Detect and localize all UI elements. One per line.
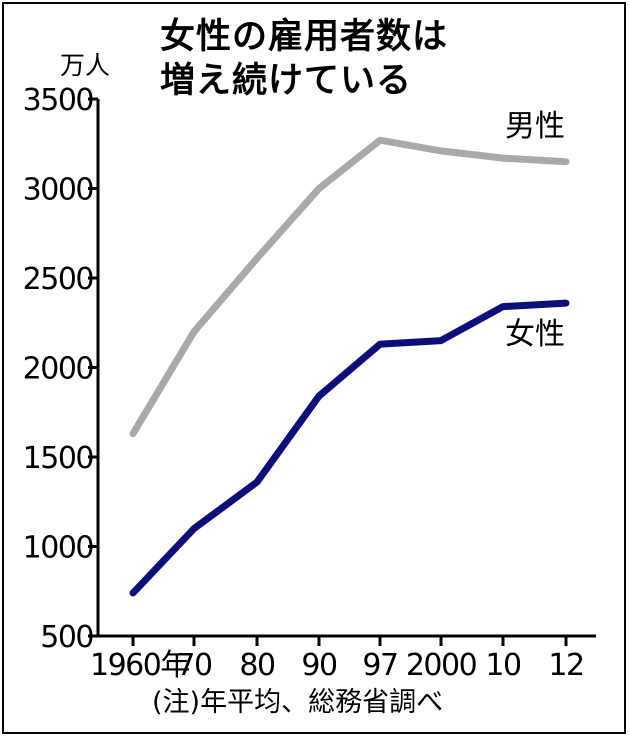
y-tick-label: 500: [40, 620, 93, 655]
x-tick-label: 80: [239, 648, 275, 683]
y-tick-label: 1500: [23, 441, 94, 476]
chart-title-line1: 女性の雇用者数は: [160, 17, 449, 57]
male-series-label: 男性: [505, 109, 565, 144]
x-tick-label: 2000: [406, 648, 477, 683]
y-tick-label: 2500: [23, 262, 94, 297]
source-note: (注)年平均、総務省調べ: [152, 687, 444, 718]
female-series-label: 女性: [505, 317, 565, 352]
x-tick-label: 97: [362, 648, 397, 683]
chart-title-line2: 増え続けている: [160, 61, 413, 101]
female-series-line: [129, 299, 570, 597]
x-tick-label: 10: [485, 648, 521, 683]
y-tick-label: 2000: [23, 352, 94, 387]
x-tick-label: 12: [548, 648, 583, 683]
y-tick-label: 3000: [23, 173, 94, 208]
x-tick-label: 1960年: [90, 648, 189, 683]
x-tick-label: 90: [301, 648, 337, 683]
y-tick-label: 3500: [23, 83, 94, 118]
male-series-line: [129, 136, 570, 438]
y-tick-label: 1000: [23, 531, 94, 566]
x-tick-label: 70: [176, 648, 212, 683]
y-axis-unit-label: 万人: [60, 51, 111, 80]
